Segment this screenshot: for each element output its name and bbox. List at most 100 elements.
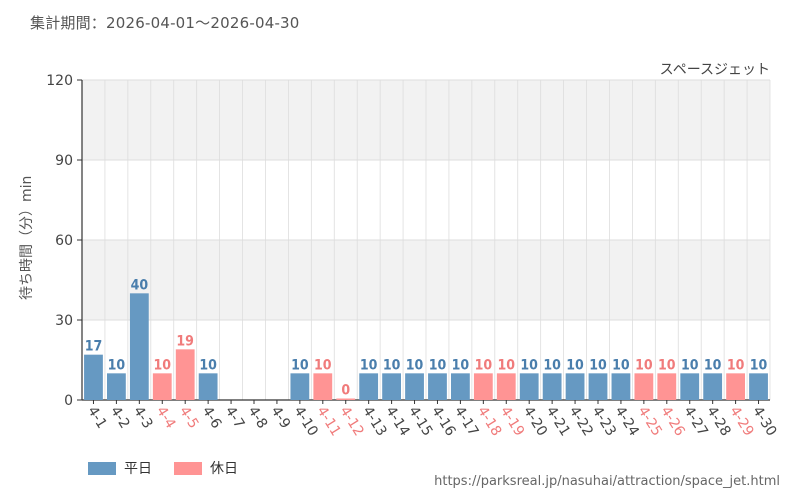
x-tick-label-4-16: 4-16 — [428, 404, 458, 440]
value-label-4-30: 10 — [750, 357, 768, 373]
bar-4-6 — [198, 373, 218, 400]
y-tick-label: 0 — [64, 393, 73, 409]
value-label-4-17: 10 — [452, 357, 470, 373]
x-tick-label-4-7: 4-7 — [222, 404, 248, 432]
source-url[interactable]: https://parksreal.jp/nasuhai/attraction/… — [434, 474, 780, 489]
x-tick-label-4-25: 4-25 — [634, 404, 664, 439]
value-label-4-22: 10 — [566, 357, 584, 373]
bar-4-29 — [726, 373, 746, 400]
bar-4-17 — [450, 373, 470, 400]
x-tick-label-4-19: 4-19 — [497, 404, 527, 439]
bar-4-23 — [588, 373, 608, 400]
x-tick-label-4-10: 4-10 — [290, 404, 320, 439]
value-label-4-18: 10 — [475, 357, 493, 373]
value-label-4-4: 10 — [154, 357, 172, 373]
x-tick-label-4-3: 4-3 — [130, 404, 156, 432]
legend-label-holiday: 休日 — [210, 461, 238, 477]
bar-4-13 — [359, 373, 379, 400]
legend-label-weekday: 平日 — [124, 461, 152, 477]
value-label-4-12: 0 — [341, 383, 350, 399]
legend: 平日 休日 — [88, 458, 260, 478]
y-tick-labels: 0 30 60 90 120 — [46, 73, 73, 409]
value-label-4-25: 10 — [635, 357, 653, 373]
bar-4-1 — [84, 354, 103, 400]
bar-4-30 — [749, 373, 768, 400]
x-tick-label-4-18: 4-18 — [474, 404, 504, 439]
value-label-4-19: 10 — [498, 357, 516, 373]
x-tick-label-4-2: 4-2 — [107, 404, 133, 432]
value-label-4-10: 10 — [291, 357, 309, 373]
x-tick-label-4-14: 4-14 — [382, 404, 412, 440]
bar-4-3 — [129, 293, 149, 400]
bar-4-25 — [634, 373, 654, 400]
value-label-4-2: 10 — [108, 357, 126, 373]
x-tick-labels: 4-14-24-34-44-54-64-74-84-94-104-114-12 4… — [84, 404, 779, 440]
bar-4-12 — [336, 398, 356, 400]
value-label-4-29: 10 — [727, 357, 745, 373]
bar-4-19 — [496, 373, 516, 400]
x-tick-label-4-26: 4-26 — [657, 404, 687, 440]
y-tick-label: 30 — [55, 313, 73, 329]
bar-4-11 — [313, 373, 333, 400]
bar-4-16 — [428, 373, 447, 400]
bar-4-20 — [519, 373, 539, 400]
value-label-4-5: 19 — [176, 333, 194, 349]
bar-4-22 — [565, 373, 585, 400]
bar-4-14 — [382, 373, 402, 400]
legend-swatch-holiday — [174, 461, 202, 475]
x-tick-label-4-27: 4-27 — [680, 404, 710, 439]
y-tick-label: 60 — [55, 233, 73, 249]
bar-4-24 — [611, 373, 631, 400]
x-tick-label-4-22: 4-22 — [566, 404, 596, 439]
bar-4-28 — [703, 373, 723, 400]
bar-4-4 — [152, 373, 172, 400]
value-label-4-27: 10 — [681, 357, 699, 373]
x-tick-label-4-11: 4-11 — [313, 404, 343, 439]
value-label-4-23: 10 — [589, 357, 607, 373]
x-tick-label-4-20: 4-20 — [520, 404, 550, 439]
x-tick-label-4-29: 4-29 — [726, 404, 756, 439]
legend-item-holiday[interactable]: 休日 — [174, 458, 238, 478]
value-label-4-3: 40 — [131, 277, 149, 293]
x-tick-label-4-15: 4-15 — [405, 404, 435, 439]
value-label-4-15: 10 — [406, 357, 424, 373]
period-text: 集計期間：2026-04-01～2026-04-30 — [30, 14, 300, 32]
bars — [84, 293, 768, 400]
x-tick-label-4-8: 4-8 — [245, 404, 271, 432]
axes — [77, 79, 770, 404]
x-tick-label-4-28: 4-28 — [703, 404, 733, 439]
x-tick-label-4-1: 4-1 — [84, 404, 110, 432]
value-label-4-1: 17 — [85, 339, 103, 355]
legend-swatch-weekday — [88, 461, 116, 475]
y-axis-label: 待ち時間（分）min — [19, 175, 35, 300]
bar-4-2 — [106, 373, 126, 400]
y-tick-label: 120 — [46, 73, 73, 89]
bar-4-5 — [175, 349, 195, 400]
x-tick-label-4-17: 4-17 — [451, 404, 481, 439]
x-tick-label-4-23: 4-23 — [589, 404, 619, 439]
value-label-4-28: 10 — [704, 357, 722, 373]
bar-4-18 — [473, 373, 493, 400]
legend-item-weekday[interactable]: 平日 — [88, 458, 152, 478]
y-tick-label: 90 — [55, 153, 73, 169]
x-tick-label-4-30: 4-30 — [749, 404, 779, 439]
value-label-4-24: 10 — [612, 357, 630, 373]
value-label-4-14: 10 — [383, 357, 401, 373]
bar-4-15 — [405, 373, 424, 400]
value-label-4-26: 10 — [658, 357, 676, 373]
x-tick-label-4-9: 4-9 — [268, 404, 294, 432]
x-tick-label-4-21: 4-21 — [543, 404, 573, 439]
chart-title: スペースジェット — [660, 62, 770, 78]
value-label-4-11: 10 — [314, 357, 332, 373]
x-tick-label-4-6: 4-6 — [199, 404, 225, 432]
value-label-4-6: 10 — [199, 357, 217, 373]
x-tick-label-4-5: 4-5 — [176, 404, 202, 432]
x-tick-label-4-12: 4-12 — [336, 404, 366, 439]
x-tick-label-4-4: 4-4 — [153, 404, 179, 432]
bar-4-21 — [542, 373, 562, 400]
bar-4-27 — [680, 373, 700, 400]
x-tick-label-4-24: 4-24 — [612, 404, 642, 440]
bar-4-10 — [290, 373, 310, 400]
